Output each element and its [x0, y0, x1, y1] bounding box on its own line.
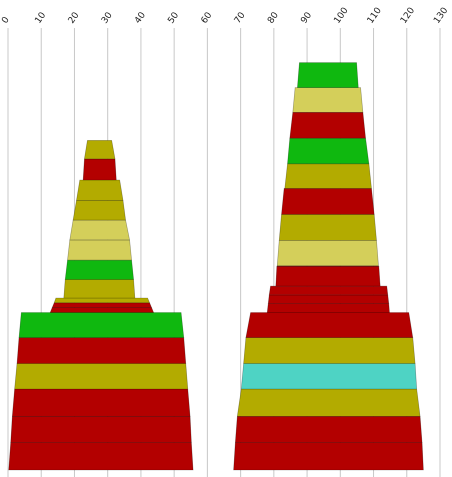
stack-2: [233, 62, 424, 471]
band-2-4: [240, 363, 418, 390]
band-2-7: [266, 303, 390, 313]
band-2-1: [233, 442, 424, 471]
band-2-10: [275, 266, 381, 287]
band-2-8: [267, 294, 390, 305]
x-tick-label: 20: [67, 10, 82, 25]
band-1-2: [10, 415, 192, 444]
x-axis-tick-labels: 0 10 20 30 40 50 60 70 80 90 100 110 120 130: [0, 6, 450, 26]
band-1-12: [67, 239, 132, 261]
band-1-17: [84, 140, 116, 160]
band-2-13: [278, 214, 377, 241]
band-1-11: [64, 259, 134, 280]
band-2-6: [245, 312, 414, 338]
plot-area: [8, 62, 424, 471]
x-tick-label: 120: [399, 6, 417, 26]
x-tick-label: 50: [166, 10, 181, 25]
band-1-10: [63, 279, 136, 299]
x-tick-label: 100: [333, 6, 351, 26]
stack-1: [8, 140, 194, 471]
band-1-16: [82, 158, 117, 181]
x-tick-label: 90: [299, 10, 314, 25]
x-tick-label: 130: [432, 6, 450, 26]
x-tick-label: 60: [200, 10, 215, 25]
band-2-18: [292, 87, 364, 113]
band-2-12: [276, 240, 379, 267]
band-2-16: [287, 137, 370, 165]
x-tick-label: 40: [133, 10, 148, 25]
band-1-4: [14, 363, 189, 390]
x-tick-label: 10: [33, 10, 48, 25]
band-1-9: [53, 297, 151, 304]
band-1-15: [76, 179, 124, 201]
x-tick-label: 30: [100, 10, 115, 25]
band-1-6: [18, 312, 185, 338]
band-2-19: [297, 62, 359, 88]
band-2-2: [234, 415, 423, 444]
band-2-3: [236, 388, 421, 417]
x-tick-label: 0: [0, 15, 12, 26]
x-tick-label: 70: [233, 10, 248, 25]
band-1-1: [8, 442, 194, 471]
band-1-14: [72, 200, 126, 221]
band-2-14: [281, 188, 375, 215]
band-1-13: [69, 219, 130, 241]
x-tick-label: 110: [366, 6, 384, 26]
band-2-5: [243, 337, 416, 364]
band-2-9: [268, 285, 389, 296]
band-1-8: [51, 302, 153, 308]
band-1-3: [11, 388, 191, 417]
band-2-15: [284, 163, 372, 189]
band-1-5: [16, 337, 187, 364]
band-1-7: [49, 307, 155, 313]
band-2-17: [289, 112, 366, 139]
x-tick-label: 80: [266, 10, 281, 25]
